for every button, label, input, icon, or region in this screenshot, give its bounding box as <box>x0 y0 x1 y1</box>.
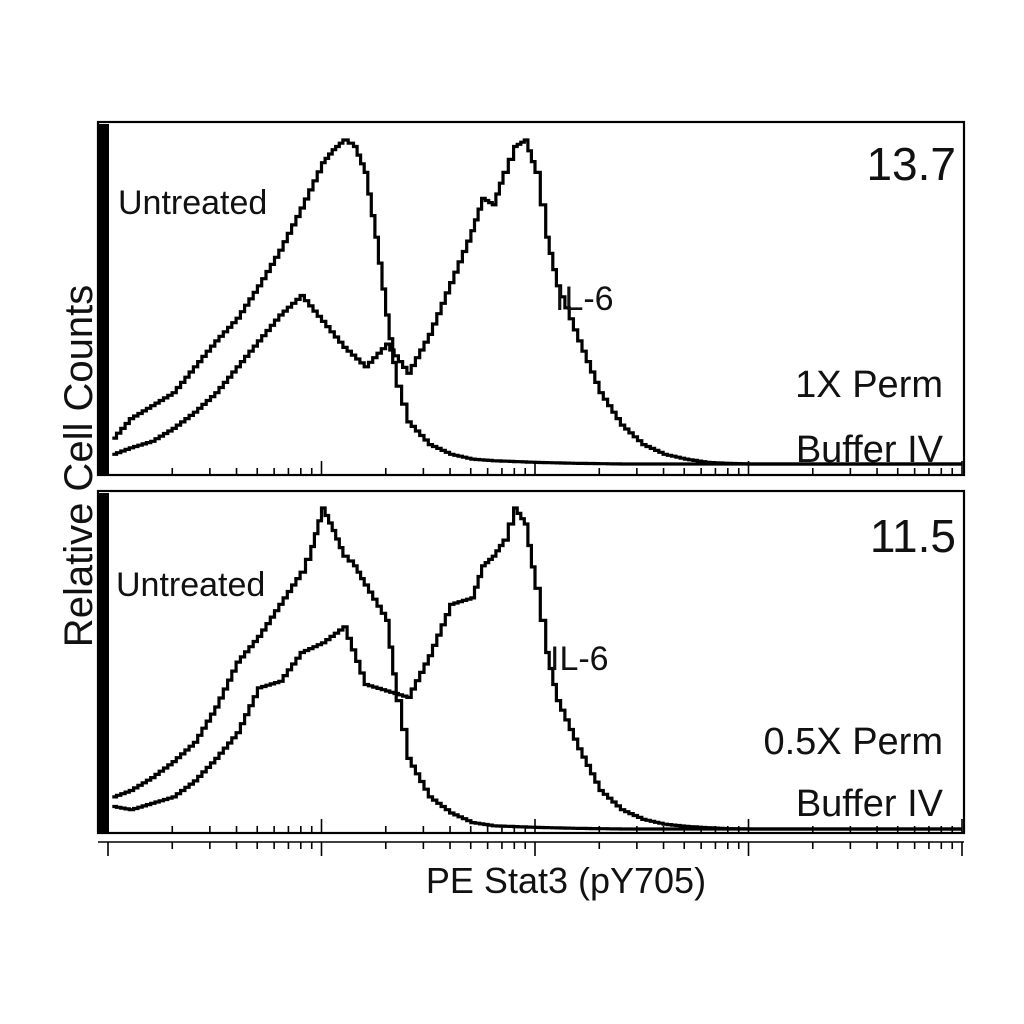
panel-top-condition-line-2: Buffer IV <box>796 429 944 471</box>
x-axis-label: PE Stat3 (pY705) <box>426 860 706 901</box>
y-axis-label: Relative Cell Counts <box>57 285 101 647</box>
panel-top-condition-line-1: 1X Perm <box>795 364 943 406</box>
panel-bottom-il6-label: IL-6 <box>550 640 609 678</box>
panel-bottom-condition-line-2: Buffer IV <box>796 783 944 825</box>
panel-top-stain-index: 13.7 <box>866 138 956 190</box>
panel-top-frame <box>96 120 966 477</box>
histogram-il6-line <box>112 138 962 466</box>
panel-bottom-untreated-label: Untreated <box>116 566 265 604</box>
panel-bottom-stain-index: 11.5 <box>870 510 956 562</box>
panel-bottom-frame <box>96 489 966 835</box>
panel-bottom-condition-line-1: 0.5X Perm <box>763 721 943 763</box>
panel-top-y-axis-bar <box>99 124 109 475</box>
panel-top-series <box>112 138 962 466</box>
panel-top: 13.7 Untreated IL-6 1X Perm Buffer IV <box>96 120 966 477</box>
x-axis <box>98 841 964 856</box>
panel-bottom: 11.5 Untreated IL-6 0.5X Perm Buffer IV <box>96 489 966 835</box>
panel-bottom-y-axis-bar <box>99 493 109 833</box>
panel-top-untreated-label: Untreated <box>118 184 267 222</box>
panel-bottom-x-ticks <box>107 819 963 833</box>
histogram-untreated-line <box>112 506 962 831</box>
panel-bottom-series <box>112 506 962 831</box>
histogram-il6-line <box>112 506 962 831</box>
panel-top-x-ticks <box>107 461 963 475</box>
histogram-untreated-line <box>112 138 962 466</box>
panel-top-il6-label: IL-6 <box>555 280 614 318</box>
